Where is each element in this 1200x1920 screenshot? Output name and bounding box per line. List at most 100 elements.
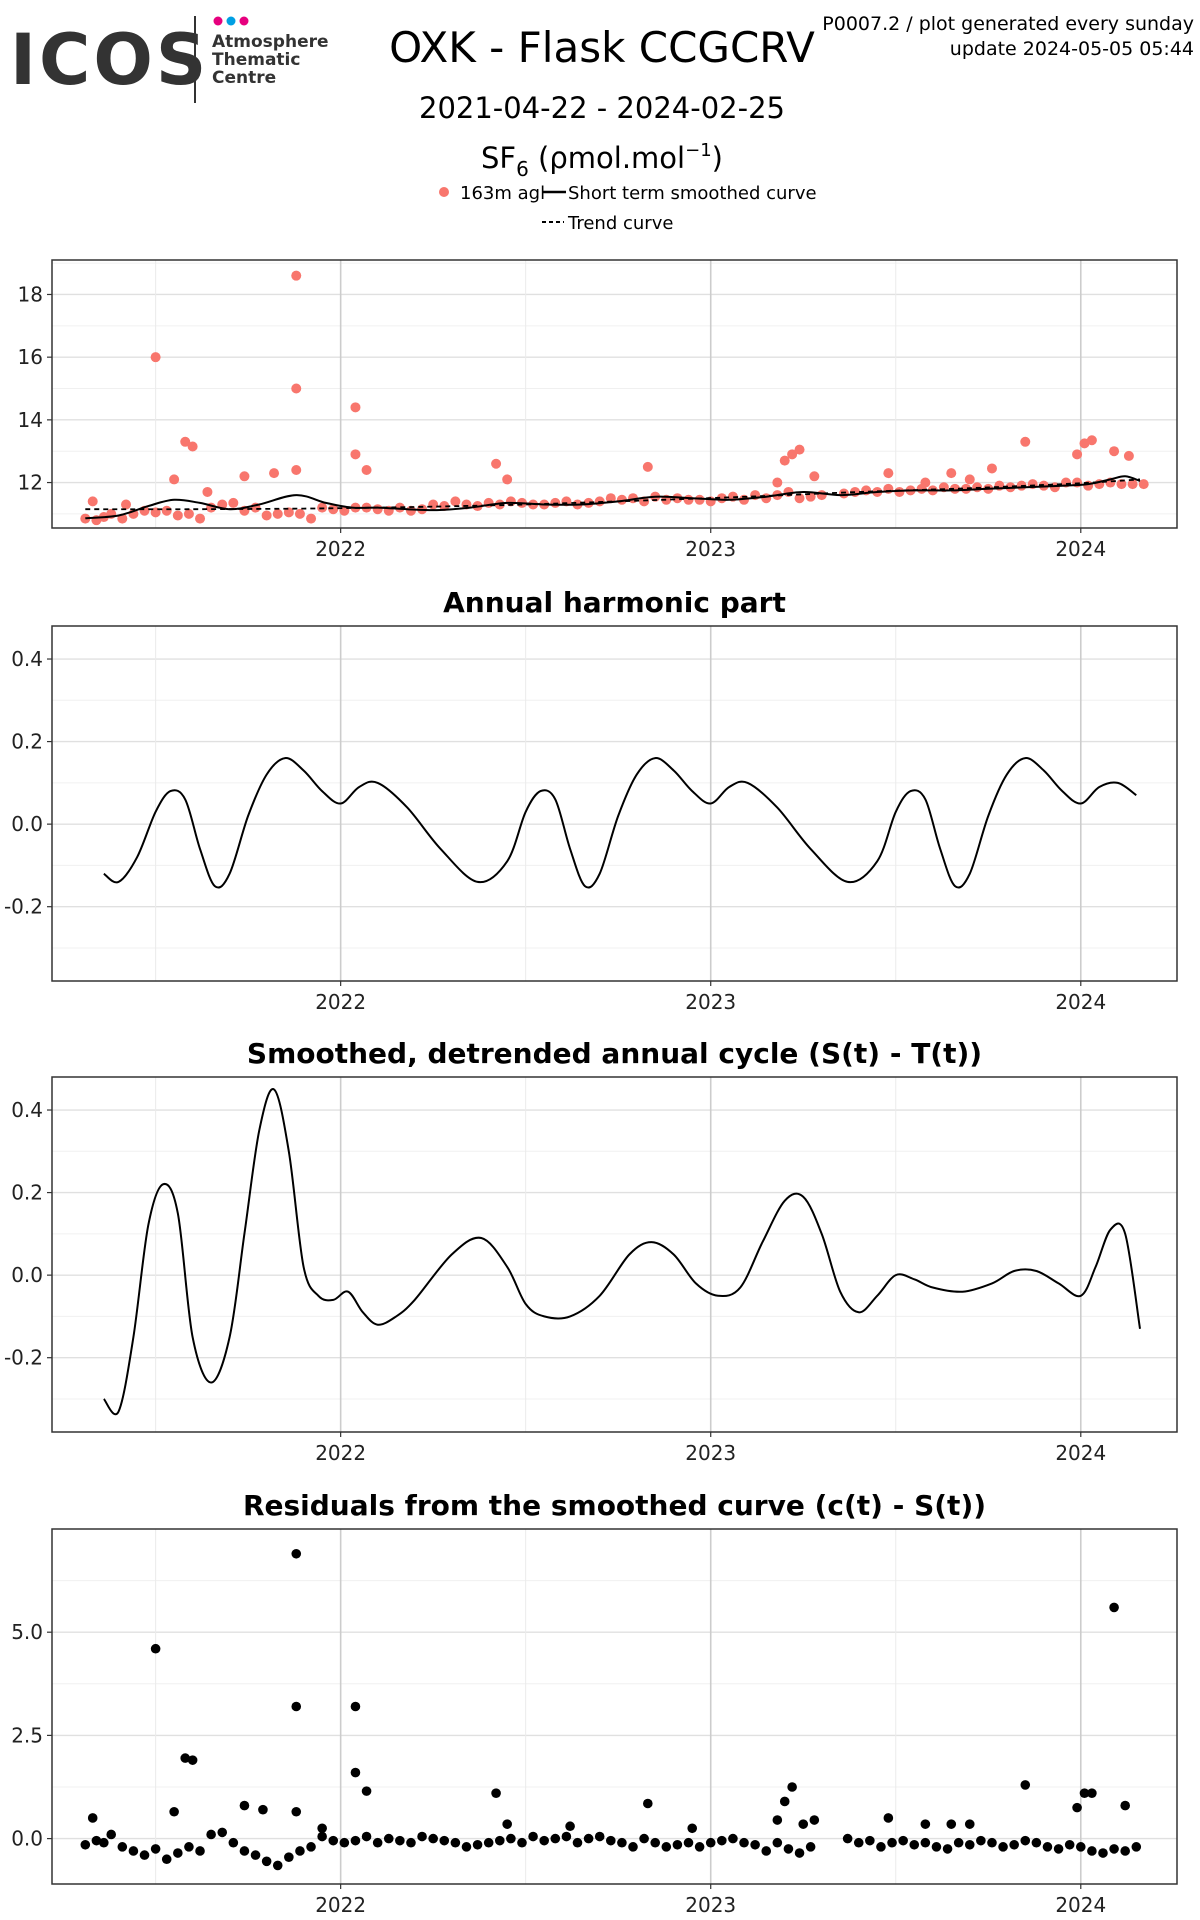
residual-point <box>1131 1842 1142 1852</box>
data-point <box>491 458 502 469</box>
residual-point <box>1064 1839 1075 1850</box>
y-tick-label: 16 <box>18 345 43 369</box>
residual-point <box>1087 1846 1097 1856</box>
x-tick-label: 2024 <box>1055 1441 1106 1465</box>
residual-point <box>87 1813 98 1823</box>
data-point <box>964 474 975 485</box>
residual-point <box>184 1842 194 1852</box>
x-tick-label: 2022 <box>315 990 366 1014</box>
data-point <box>583 497 594 508</box>
residual-point <box>883 1813 894 1823</box>
data-point <box>894 486 905 497</box>
logo-dot-blue-icon <box>226 16 236 26</box>
residual-point <box>942 1844 953 1854</box>
residual-point <box>920 1837 931 1848</box>
residual-point <box>217 1827 228 1838</box>
data-point <box>291 270 302 281</box>
data-point <box>772 477 783 488</box>
residual-point <box>450 1837 461 1848</box>
data-point <box>787 449 798 460</box>
data-point <box>350 449 361 460</box>
residual-point <box>694 1842 705 1852</box>
data-point <box>1123 450 1134 461</box>
residual-point <box>491 1788 501 1798</box>
plot-area <box>103 757 1137 889</box>
residual-point <box>794 1848 805 1858</box>
residual-point <box>99 1837 109 1848</box>
residual-point <box>439 1835 450 1846</box>
residual-point <box>91 1835 102 1846</box>
residual-point <box>239 1800 250 1811</box>
data-point <box>761 493 772 504</box>
data-point <box>269 468 280 479</box>
legend: 163m agl Short term smoothed curve Trend… <box>439 183 817 234</box>
y-tick-label: 0.4 <box>11 1098 43 1122</box>
y-tick-label: 14 <box>18 408 43 432</box>
date-range: 2021-04-22 - 2024-02-25 <box>419 91 785 125</box>
residual-point <box>258 1804 268 1815</box>
residual-point <box>772 1815 783 1825</box>
data-point <box>1127 479 1138 490</box>
data-point <box>1020 436 1031 447</box>
residual-point <box>1042 1842 1053 1852</box>
logo-line-1: Atmosphere <box>212 32 329 52</box>
residual-point <box>887 1837 897 1848</box>
residual-point <box>150 1844 161 1854</box>
residual-point <box>291 1701 302 1712</box>
residual-point <box>291 1548 302 1559</box>
residual-point <box>417 1831 427 1842</box>
residual-point <box>139 1850 150 1860</box>
data-point <box>228 497 239 508</box>
residual-point <box>350 1701 361 1712</box>
residual-point <box>805 1842 816 1852</box>
residual-point <box>964 1819 975 1829</box>
residual-point <box>876 1842 886 1852</box>
data-point <box>794 444 805 455</box>
legend-label-points: 163m agl <box>460 183 545 204</box>
residual-point <box>772 1837 783 1848</box>
panel-annual-harmonic: Annual harmonic part -0.2 0.0 0.2 0.4 2022 202… <box>4 586 1178 1014</box>
logo-line-3: Centre <box>212 68 276 88</box>
residual-point <box>798 1819 809 1829</box>
residual-point <box>617 1837 627 1848</box>
residual-point <box>506 1833 516 1844</box>
data-point <box>502 474 513 485</box>
data-point <box>1138 479 1149 490</box>
residual-point <box>561 1831 572 1842</box>
residual-point <box>594 1831 605 1842</box>
data-point <box>683 494 694 505</box>
data-point <box>1086 435 1097 446</box>
y-tick-label: 12 <box>18 471 43 495</box>
data-point <box>883 468 894 479</box>
x-tick-label: 2024 <box>1055 537 1106 561</box>
residual-point <box>931 1842 942 1852</box>
residual-point <box>180 1753 191 1763</box>
y-tick-label: 0.2 <box>11 1181 43 1205</box>
residual-point <box>284 1852 294 1862</box>
residual-point <box>953 1837 964 1848</box>
data-point <box>838 488 849 499</box>
data-point <box>616 494 627 505</box>
residual-point <box>865 1835 875 1846</box>
residual-point <box>150 1643 161 1654</box>
residual-point <box>976 1835 986 1846</box>
plot-frame <box>51 625 1178 982</box>
series-line <box>103 757 1137 889</box>
residual-point <box>1072 1802 1082 1813</box>
residual-point <box>350 1835 361 1846</box>
data-point <box>121 499 132 510</box>
residual-point <box>502 1819 512 1829</box>
data-point <box>809 471 820 482</box>
residual-point <box>117 1842 128 1852</box>
icos-logo: ICOS Atmosphere Thematic Centre <box>10 16 329 103</box>
residual-point <box>739 1837 749 1848</box>
logo-dot-pink-icon <box>239 16 249 26</box>
x-tick-label: 2023 <box>685 1893 736 1917</box>
residual-point <box>1031 1837 1042 1848</box>
residual-point <box>853 1837 864 1848</box>
residual-point <box>1009 1839 1019 1850</box>
residual-point <box>946 1819 957 1829</box>
plot-area <box>80 1548 1142 1871</box>
residual-point <box>206 1829 216 1840</box>
